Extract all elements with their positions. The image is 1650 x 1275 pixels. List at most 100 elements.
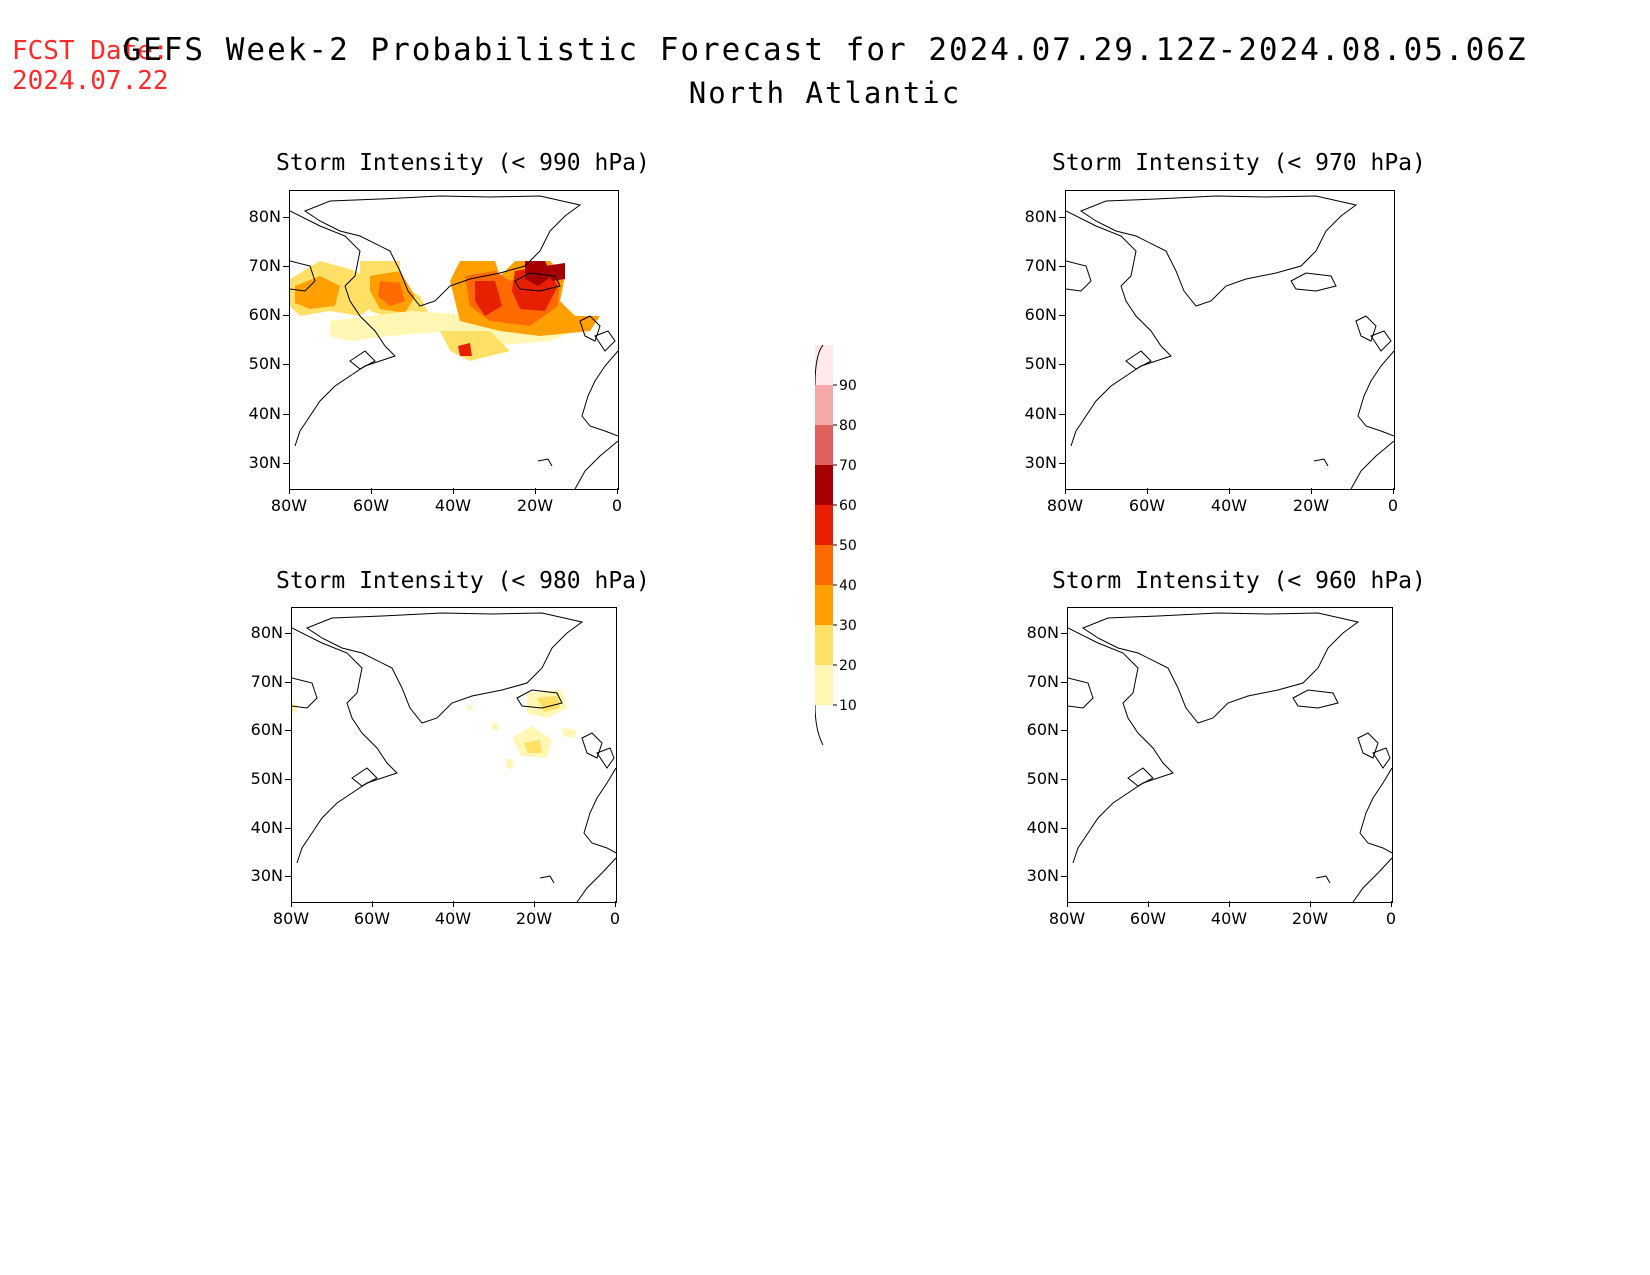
lat-label: 80N [248, 206, 281, 226]
colorbar-label: 60 [839, 498, 857, 514]
lat-label: 50N [248, 354, 281, 374]
coastlines [290, 195, 618, 489]
lat-tick [285, 681, 291, 683]
lon-label: 80W [270, 496, 308, 515]
lon-label: 60W [353, 909, 391, 928]
lat-tick [1061, 778, 1067, 780]
lon-label: 40W [434, 909, 472, 928]
colorbar-label: 80 [839, 418, 857, 434]
lat-label: 30N [248, 452, 281, 472]
lat-label: 60N [1024, 305, 1057, 325]
lat-label: 80N [1026, 623, 1059, 643]
lon-tick [1393, 488, 1394, 494]
colorbar-bottom-edge [814, 704, 824, 746]
colorbar-segment [815, 465, 833, 505]
lat-label: 30N [1024, 452, 1057, 472]
lat-tick [283, 315, 289, 317]
lon-tick [291, 901, 292, 907]
colorbar-segment [815, 585, 833, 625]
lat-tick [1061, 681, 1067, 683]
lon-tick [453, 488, 454, 494]
lat-tick [285, 876, 291, 877]
lat-tick [283, 216, 289, 218]
colorbar-label: 30 [839, 618, 857, 634]
lon-label: 60W [1129, 909, 1167, 928]
lat-tick [1061, 876, 1067, 877]
lat-label: 70N [1026, 671, 1059, 691]
lat-tick [1059, 413, 1065, 415]
colorbar-svg: 10 20 30 40 50 60 70 80 90 [814, 344, 857, 746]
colorbar-segment [815, 385, 833, 425]
lon-tick [1391, 901, 1392, 907]
lon-tick [1229, 488, 1230, 494]
lat-tick [1061, 633, 1067, 635]
lon-tick [1311, 488, 1312, 494]
lon-label: 20W [1292, 496, 1330, 515]
lat-tick [285, 633, 291, 635]
lat-label: 60N [248, 305, 281, 325]
lat-label: 60N [250, 720, 283, 740]
lon-tick [1065, 488, 1066, 494]
lon-tick [615, 901, 616, 907]
page-subtitle: North Atlantic [688, 76, 962, 110]
panel-title: Storm Intensity (< 960 hPa) [1052, 568, 1426, 594]
coastlines [1068, 612, 1392, 902]
map-svg-990 [290, 195, 618, 489]
panel-title: Storm Intensity (< 980 hPa) [276, 568, 650, 594]
colorbar-label: 50 [839, 538, 857, 554]
lon-label: 0 [611, 496, 623, 515]
lon-label: 0 [609, 909, 621, 928]
map-990 [289, 190, 619, 490]
lon-tick [1310, 901, 1311, 907]
lat-tick [1059, 265, 1065, 267]
lon-tick [617, 488, 618, 494]
lat-label: 30N [1026, 866, 1059, 885]
lon-label: 40W [1210, 496, 1248, 515]
coastlines [1066, 195, 1394, 489]
map-svg-960 [1068, 612, 1392, 902]
lat-label: 70N [248, 255, 281, 275]
lat-label: 60N [1026, 720, 1059, 740]
lon-tick [1148, 901, 1149, 907]
probability-shading [292, 690, 577, 770]
lat-tick [1061, 730, 1067, 732]
lon-tick [289, 488, 290, 494]
map-960 [1067, 607, 1393, 903]
lon-label: 80W [1048, 909, 1086, 928]
lon-label: 20W [516, 496, 554, 515]
colorbar-label: 40 [839, 578, 857, 594]
colorbar-segment [815, 425, 833, 465]
colorbar-segment [815, 345, 833, 385]
lat-label: 50N [1024, 354, 1057, 374]
lat-label: 50N [1026, 768, 1059, 788]
lon-tick [1147, 488, 1148, 494]
lon-label: 0 [1387, 496, 1399, 515]
lat-label: 50N [250, 768, 283, 788]
lat-tick [285, 730, 291, 732]
colorbar-top-edge [814, 344, 824, 386]
lat-tick [1061, 827, 1067, 829]
lat-label: 80N [1024, 206, 1057, 226]
colorbar-label: 20 [839, 658, 857, 674]
lon-tick [1229, 901, 1230, 907]
lon-label: 40W [1210, 909, 1248, 928]
lon-label: 20W [515, 909, 553, 928]
colorbar-label: 10 [839, 698, 857, 714]
lat-tick [1059, 462, 1065, 464]
lat-label: 40N [1024, 403, 1057, 423]
lat-tick [283, 413, 289, 415]
lon-label: 40W [434, 496, 472, 515]
lat-tick [1059, 315, 1065, 317]
lat-tick [283, 364, 289, 366]
map-970 [1065, 190, 1395, 490]
lat-tick [285, 827, 291, 829]
lon-tick [372, 901, 373, 907]
lon-label: 60W [1128, 496, 1166, 515]
coastlines [292, 612, 616, 902]
lon-tick [535, 488, 536, 494]
lat-label: 40N [250, 817, 283, 837]
colorbar-segment [815, 665, 833, 705]
colorbar-segment [815, 505, 833, 545]
lat-tick [1059, 216, 1065, 218]
lat-tick [283, 462, 289, 464]
